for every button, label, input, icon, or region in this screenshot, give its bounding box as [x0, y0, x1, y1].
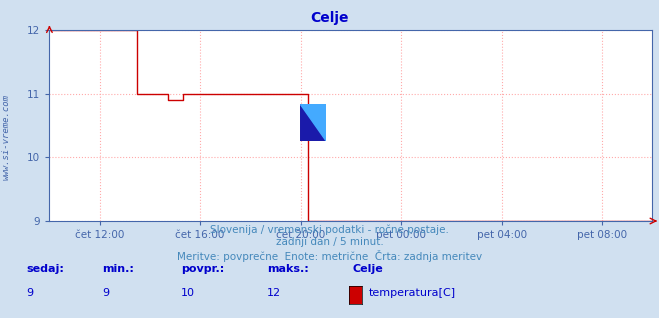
Text: temperatura[C]: temperatura[C] — [369, 288, 456, 298]
Text: 10: 10 — [181, 288, 195, 298]
Polygon shape — [300, 104, 326, 141]
Text: sedaj:: sedaj: — [26, 264, 64, 274]
Text: Slovenija / vremenski podatki - ročne postaje.: Slovenija / vremenski podatki - ročne po… — [210, 224, 449, 235]
Text: 12: 12 — [267, 288, 281, 298]
Text: Celje: Celje — [310, 11, 349, 25]
Text: Meritve: povprečne  Enote: metrične  Črta: zadnja meritev: Meritve: povprečne Enote: metrične Črta:… — [177, 250, 482, 262]
Text: povpr.:: povpr.: — [181, 264, 225, 274]
Polygon shape — [300, 104, 326, 141]
Text: maks.:: maks.: — [267, 264, 308, 274]
Text: Celje: Celje — [353, 264, 384, 274]
Text: 9: 9 — [26, 288, 34, 298]
Text: www.si-vreme.com: www.si-vreme.com — [2, 94, 11, 180]
Text: min.:: min.: — [102, 264, 134, 274]
Text: zadnji dan / 5 minut.: zadnji dan / 5 minut. — [275, 237, 384, 247]
Polygon shape — [300, 104, 326, 141]
Text: 9: 9 — [102, 288, 109, 298]
